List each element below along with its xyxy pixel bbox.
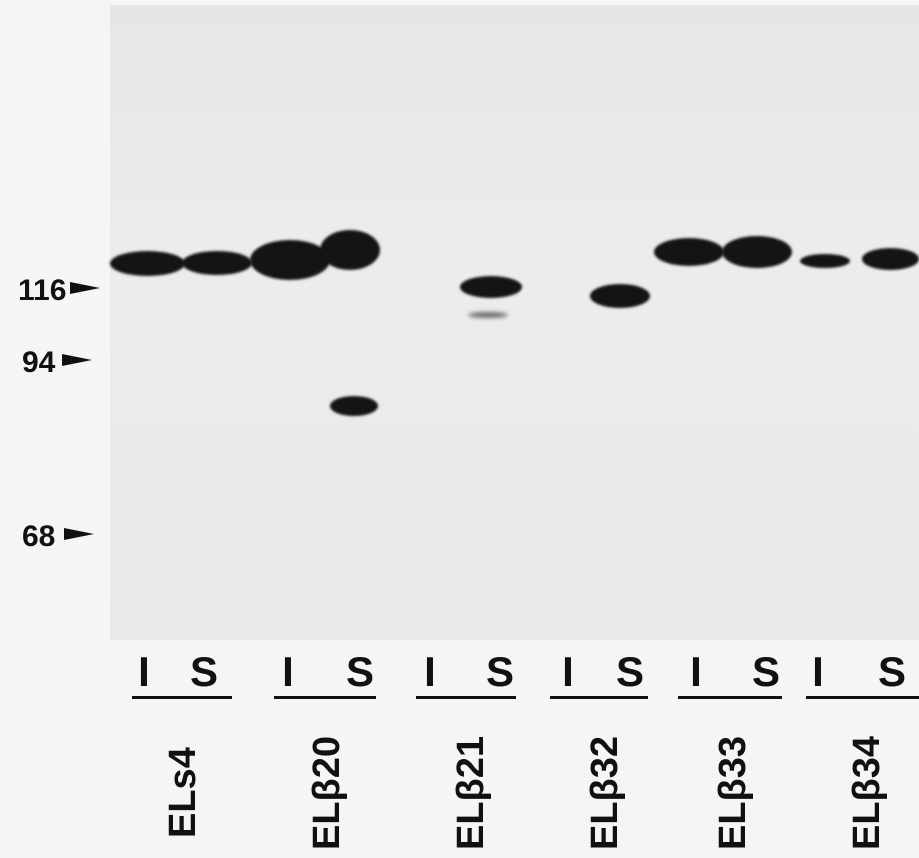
band [654,238,724,266]
lane-label: I [424,648,436,695]
group-rule [806,696,919,699]
band [468,312,508,318]
sample-label: ELs4 [162,747,204,838]
marker-94-arrow [62,354,92,366]
lane-label: S [345,648,374,695]
marker-94-label: 94 [22,346,56,379]
band [722,236,792,268]
band [460,276,522,298]
lane-label: S [485,648,514,695]
sample-label: ELβ33 [712,735,754,850]
lane-label: I [690,648,702,695]
sample-label: ELβ32 [584,735,626,850]
band [250,240,330,280]
marker-116-label: 116 [18,274,67,307]
lane-label: S [751,648,780,695]
band [330,396,378,416]
lane-label: S [877,648,906,695]
band [182,251,252,275]
group-rule [678,696,782,699]
sample-label: ELβ34 [846,735,888,850]
western-blot-image [110,5,919,640]
lane-label: I [812,648,824,695]
band [862,248,919,270]
band [800,254,850,268]
sample-label: ELβ20 [306,735,348,850]
lane-label: I [282,648,294,695]
group-rule [274,696,376,699]
marker-68-label: 68 [22,520,56,553]
lane-label: I [562,648,574,695]
band [320,230,380,270]
lane-label: I [138,648,150,695]
group-rule [416,696,516,699]
lane-label: S [189,648,218,695]
band [590,284,650,308]
group-rule [132,696,232,699]
marker-116-arrow [70,282,100,294]
group-rule [550,696,648,699]
band [110,251,185,276]
lane-label: S [615,648,644,695]
sample-label: ELβ21 [450,735,492,850]
marker-68-arrow [64,528,94,540]
